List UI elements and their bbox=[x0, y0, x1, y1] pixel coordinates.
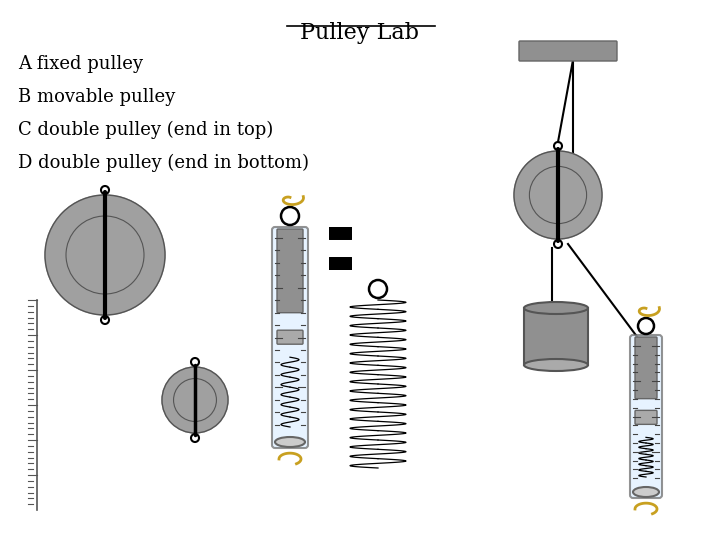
FancyBboxPatch shape bbox=[630, 335, 662, 498]
Circle shape bbox=[45, 195, 165, 315]
Text: A fixed pulley: A fixed pulley bbox=[18, 55, 143, 73]
FancyBboxPatch shape bbox=[272, 227, 308, 448]
FancyBboxPatch shape bbox=[277, 229, 303, 313]
FancyBboxPatch shape bbox=[635, 410, 657, 424]
Text: C double pulley (end in top): C double pulley (end in top) bbox=[18, 121, 274, 139]
Text: B movable pulley: B movable pulley bbox=[18, 88, 175, 106]
Text: Pulley Lab: Pulley Lab bbox=[300, 22, 420, 44]
Ellipse shape bbox=[275, 437, 305, 447]
Bar bbox=[524, 308, 588, 365]
FancyBboxPatch shape bbox=[519, 41, 617, 61]
FancyBboxPatch shape bbox=[635, 337, 657, 399]
Circle shape bbox=[514, 151, 602, 239]
Ellipse shape bbox=[524, 359, 588, 371]
Ellipse shape bbox=[633, 487, 659, 497]
Text: D double pulley (end in bottom): D double pulley (end in bottom) bbox=[18, 154, 309, 172]
Circle shape bbox=[162, 367, 228, 433]
Ellipse shape bbox=[524, 302, 588, 314]
FancyBboxPatch shape bbox=[277, 330, 303, 344]
